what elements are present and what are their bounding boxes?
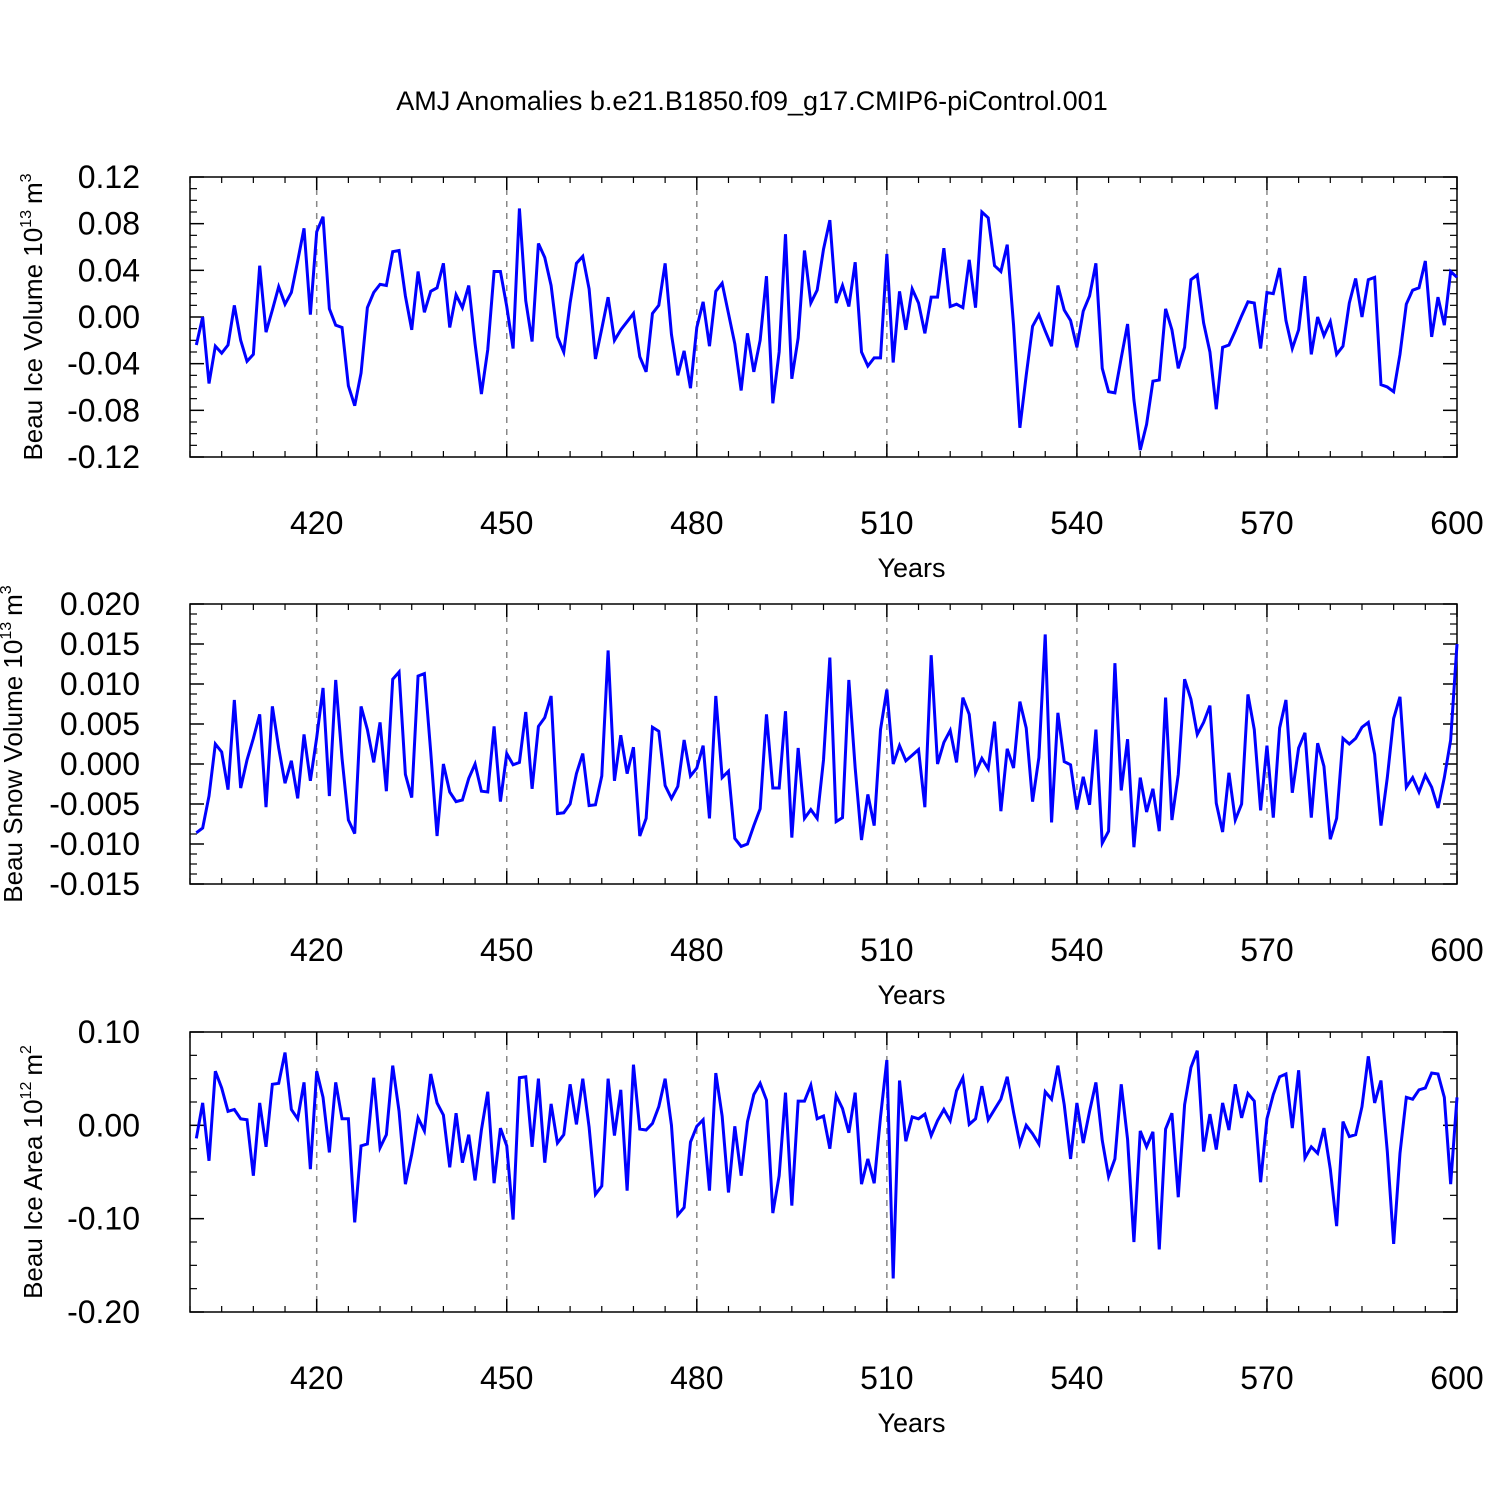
series-line: [194, 1050, 1459, 1279]
panels: 420 450 480 510 540 570 600 -0.12 -0.08 -0.04 0.00…: [0, 159, 1484, 1438]
y-tick-label: -0.20: [67, 1294, 140, 1330]
series-line: [195, 634, 1459, 849]
x-axis-label: Years: [877, 980, 945, 1010]
x-tick-label: 450: [480, 505, 533, 541]
y-tick-label: -0.10: [67, 1201, 140, 1237]
y-axis-label-text: Beau Ice Area 10: [18, 1099, 48, 1298]
y-axis-label-exp: 13: [0, 622, 15, 640]
y-axis-label-unit: m: [18, 182, 48, 204]
y-tick-label: 0.08: [78, 206, 140, 242]
y-axis-label: Beau Ice Area 1012 m2: [18, 1045, 48, 1299]
y-tick-label: 0.12: [78, 159, 140, 195]
plot-frame: [189, 603, 1458, 885]
y-tick-label: 0.005: [60, 706, 140, 742]
panel-2: 420 450 480 510 540 570 600 -0.015 -0.010 -0.005 0…: [0, 585, 1484, 1010]
x-tick-label: 570: [1240, 1360, 1293, 1396]
y-tick-label: 0.015: [60, 626, 140, 662]
y-axis-label-exp: 12: [18, 1082, 35, 1100]
series-line: [194, 208, 1459, 451]
x-axis-label: Years: [877, 553, 945, 583]
y-axis-label-unit-exp: 2: [18, 1045, 35, 1054]
x-tick-label: 480: [670, 1360, 723, 1396]
y-tick-label: -0.04: [67, 346, 140, 382]
x-tick-label: 600: [1430, 932, 1483, 968]
y-axis-label-unit-exp: 3: [0, 585, 15, 594]
y-tick-label: 0.10: [78, 1014, 140, 1050]
x-tick-label: 480: [670, 932, 723, 968]
x-tick-label: 540: [1050, 1360, 1103, 1396]
x-tick-label: 480: [670, 505, 723, 541]
y-axis-label-text: Beau Ice Volume 10: [18, 228, 48, 461]
figure-title: AMJ Anomalies b.e21.B1850.f09_g17.CMIP6-…: [396, 86, 1107, 116]
x-tick-label: 420: [290, 932, 343, 968]
y-tick-label: 0.010: [60, 666, 140, 702]
x-tick-label: 450: [480, 1360, 533, 1396]
x-tick-label: 510: [860, 1360, 913, 1396]
y-tick-label: -0.010: [49, 826, 140, 862]
y-tick-label: -0.08: [67, 392, 140, 428]
panel-1: 420 450 480 510 540 570 600 -0.12 -0.08 -0.04 0.00…: [18, 159, 1484, 583]
x-tick-label: 450: [480, 932, 533, 968]
y-tick-label: 0.000: [60, 746, 140, 782]
x-tick-label: 570: [1240, 505, 1293, 541]
y-axis-label-exp: 13: [18, 210, 35, 228]
x-tick-label: 510: [860, 932, 913, 968]
y-axis-label-unit: m: [18, 1054, 48, 1076]
y-axis-label-unit: m: [0, 594, 28, 616]
x-tick-label: 540: [1050, 932, 1103, 968]
x-tick-label: 420: [290, 1360, 343, 1396]
y-tick-label: 0.020: [60, 586, 140, 622]
y-axis-label: Beau Snow Volume 1013 m3: [0, 585, 28, 903]
y-axis-label-unit-exp: 3: [18, 173, 35, 182]
plot-frame: [189, 176, 1458, 458]
x-tick-label: 510: [860, 505, 913, 541]
y-tick-label: -0.005: [49, 786, 140, 822]
y-tick-label: 0.04: [78, 252, 140, 288]
y-axis-label: Beau Ice Volume 1013 m3: [18, 173, 48, 460]
panel-3: 420 450 480 510 540 570 600 -0.20 -0.10 0.00 0.10 Y…: [18, 1014, 1484, 1438]
x-tick-label: 600: [1430, 1360, 1483, 1396]
plot-frame: [189, 1031, 1458, 1313]
y-tick-label: 0.00: [78, 299, 140, 335]
x-tick-label: 600: [1430, 505, 1483, 541]
y-axis-label-text: Beau Snow Volume 10: [0, 640, 28, 903]
x-tick-label: 420: [290, 505, 343, 541]
x-axis-label: Years: [877, 1408, 945, 1438]
y-tick-label: -0.12: [67, 439, 140, 475]
x-tick-label: 540: [1050, 505, 1103, 541]
y-tick-label: -0.015: [49, 866, 140, 902]
y-tick-label: 0.00: [78, 1107, 140, 1143]
x-tick-label: 570: [1240, 932, 1293, 968]
